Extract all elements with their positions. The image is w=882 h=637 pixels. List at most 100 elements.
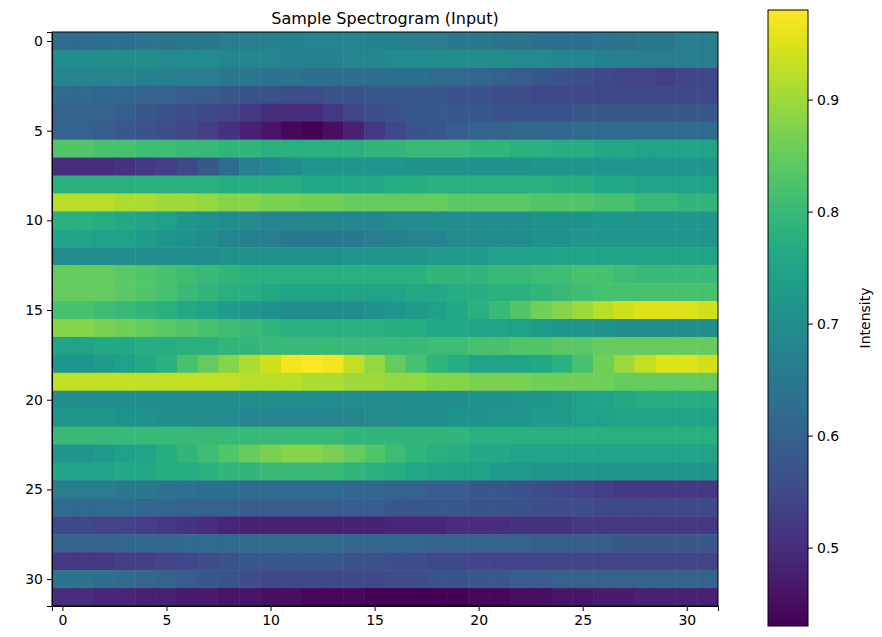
- heatmap-cell: [177, 176, 198, 194]
- heatmap-cell: [73, 373, 94, 391]
- heatmap-cell: [198, 32, 219, 50]
- heatmap-cell: [198, 498, 219, 516]
- heatmap-cell: [73, 211, 94, 229]
- heatmap-cell: [510, 104, 531, 122]
- heatmap-cell: [94, 463, 115, 481]
- axis-line: [53, 607, 719, 612]
- heatmap-cell: [323, 32, 344, 50]
- heatmap-cell: [531, 140, 552, 158]
- heatmap-cell: [614, 211, 635, 229]
- heatmap-cell: [73, 265, 94, 283]
- heatmap-cell: [406, 588, 427, 606]
- axis-line: [809, 11, 814, 627]
- heatmap-cell: [219, 445, 240, 463]
- heatmap-cell: [177, 86, 198, 104]
- heatmap-cell: [94, 32, 115, 50]
- heatmap-cell: [156, 552, 177, 570]
- heatmap-cell: [697, 445, 718, 463]
- heatmap-cell: [302, 516, 323, 534]
- heatmap-cell: [406, 86, 427, 104]
- heatmap-cell: [593, 516, 614, 534]
- heatmap-cell: [427, 319, 448, 337]
- heatmap-cell: [572, 319, 593, 337]
- heatmap-cell: [552, 427, 573, 445]
- heatmap-cell: [572, 355, 593, 373]
- heatmap-cell: [552, 463, 573, 481]
- heatmap-cell: [364, 283, 385, 301]
- heatmap-cell: [260, 391, 281, 409]
- heatmap-cell: [697, 122, 718, 140]
- heatmap-cell: [531, 301, 552, 319]
- heatmap-cell: [531, 211, 552, 229]
- heatmap-cell: [198, 122, 219, 140]
- heatmap-cell: [135, 283, 156, 301]
- heatmap-cell: [468, 122, 489, 140]
- heatmap-cell: [427, 534, 448, 552]
- heatmap-cell: [697, 463, 718, 481]
- heatmap-cell: [552, 158, 573, 176]
- heatmap-cell: [343, 86, 364, 104]
- heatmap-cell: [510, 534, 531, 552]
- heatmap-cell: [552, 50, 573, 68]
- heatmap-cell: [697, 158, 718, 176]
- heatmap-cell: [177, 247, 198, 265]
- heatmap-cell: [614, 86, 635, 104]
- heatmap-cell: [94, 373, 115, 391]
- heatmap-cell: [531, 355, 552, 373]
- heatmap-cell: [447, 68, 468, 86]
- heatmap-cell: [427, 516, 448, 534]
- heatmap-cell: [489, 86, 510, 104]
- heatmap-cell: [468, 32, 489, 50]
- heatmap-cell: [614, 104, 635, 122]
- heatmap-cell: [156, 588, 177, 606]
- heatmap-cell: [198, 158, 219, 176]
- heatmap-cell: [323, 445, 344, 463]
- heatmap-cell: [385, 355, 406, 373]
- heatmap-cell: [635, 445, 656, 463]
- heatmap-cell: [385, 498, 406, 516]
- heatmap-cell: [135, 498, 156, 516]
- heatmap-cell: [281, 480, 302, 498]
- heatmap-cell: [281, 140, 302, 158]
- heatmap-cell: [447, 427, 468, 445]
- heatmap-cell: [656, 229, 677, 247]
- heatmap-cell: [73, 283, 94, 301]
- heatmap-cell: [323, 158, 344, 176]
- heatmap-cell: [531, 409, 552, 427]
- heatmap-cell: [219, 534, 240, 552]
- heatmap-cell: [52, 229, 73, 247]
- heatmap-cell: [177, 588, 198, 606]
- heatmap-cell: [614, 229, 635, 247]
- heatmap-cell: [406, 247, 427, 265]
- heatmap-cell: [697, 570, 718, 588]
- heatmap-cell: [302, 193, 323, 211]
- heatmap-cell: [323, 480, 344, 498]
- heatmap-cell: [656, 498, 677, 516]
- heatmap-cell: [614, 68, 635, 86]
- heatmap-cell: [552, 32, 573, 50]
- tick: 0.9: [808, 92, 839, 108]
- heatmap-cell: [239, 50, 260, 68]
- heatmap-cell: [447, 265, 468, 283]
- heatmap-cell: [239, 480, 260, 498]
- heatmap-cell: [281, 570, 302, 588]
- heatmap-cell: [94, 355, 115, 373]
- heatmap-cell: [94, 516, 115, 534]
- heatmap-cell: [94, 265, 115, 283]
- heatmap-cell: [385, 247, 406, 265]
- heatmap-cell: [52, 498, 73, 516]
- heatmap-cell: [156, 283, 177, 301]
- heatmap-cell: [260, 86, 281, 104]
- heatmap-cell: [177, 122, 198, 140]
- heatmap-cell: [697, 534, 718, 552]
- heatmap-cell: [406, 122, 427, 140]
- heatmap-cell: [323, 391, 344, 409]
- heatmap-cell: [531, 32, 552, 50]
- heatmap-cell: [552, 247, 573, 265]
- tick-mark: [808, 212, 813, 213]
- heatmap-cell: [635, 355, 656, 373]
- tick: 5: [163, 606, 172, 628]
- heatmap-cell: [94, 409, 115, 427]
- heatmap-cell: [114, 588, 135, 606]
- heatmap-cell: [572, 229, 593, 247]
